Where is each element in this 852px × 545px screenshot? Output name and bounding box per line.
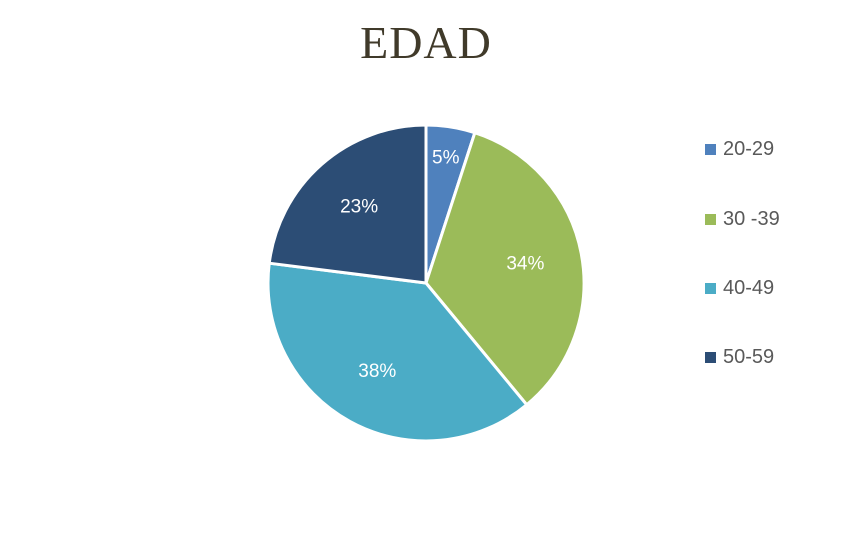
pie-slice-40-49 xyxy=(266,261,529,443)
legend-swatch xyxy=(705,282,716,294)
legend-item-50-59: 50-59 xyxy=(705,342,835,372)
legend-label: 40-49 xyxy=(723,276,775,299)
legend-item-40-49: 40-49 xyxy=(705,273,835,303)
slice-label-40-49: 38% xyxy=(358,361,396,382)
legend-swatch xyxy=(705,143,716,155)
legend-swatch xyxy=(705,213,716,225)
pie-slice-30-39 xyxy=(424,131,586,407)
slice-label-50-59: 23% xyxy=(340,197,378,218)
chart-title: EDAD xyxy=(360,17,492,68)
legend-label: 50-59 xyxy=(723,345,775,368)
legend-swatch xyxy=(705,351,716,363)
pie-slice-50-59 xyxy=(267,123,428,285)
legend-label: 30 -39 xyxy=(723,207,780,230)
legend-item-20-29: 20-29 xyxy=(705,134,835,164)
legend-label: 20-29 xyxy=(723,137,775,160)
legend-item-30-39: 30 -39 xyxy=(705,204,835,234)
slice-label-20-29: 5% xyxy=(432,148,460,169)
slice-label-30-39: 34% xyxy=(506,254,544,275)
